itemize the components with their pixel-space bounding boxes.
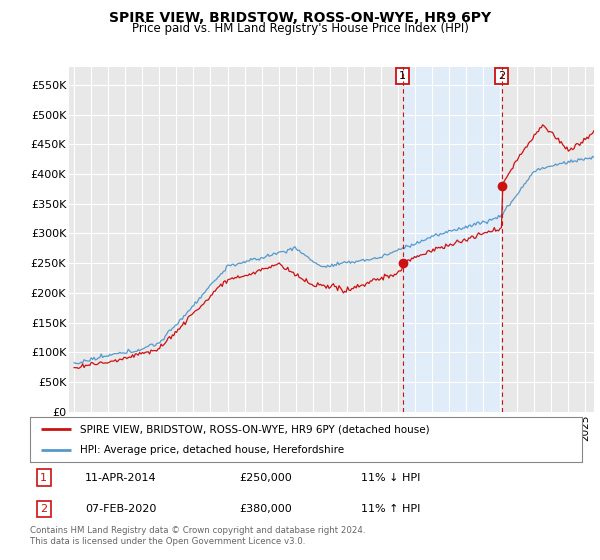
- Text: £380,000: £380,000: [240, 504, 293, 514]
- Text: 11% ↑ HPI: 11% ↑ HPI: [361, 504, 421, 514]
- Text: SPIRE VIEW, BRIDSTOW, ROSS-ON-WYE, HR9 6PY: SPIRE VIEW, BRIDSTOW, ROSS-ON-WYE, HR9 6…: [109, 11, 491, 25]
- Text: 1: 1: [399, 71, 406, 81]
- Text: 11-APR-2014: 11-APR-2014: [85, 473, 157, 483]
- Text: 2: 2: [40, 504, 47, 514]
- Text: 11% ↓ HPI: 11% ↓ HPI: [361, 473, 421, 483]
- Text: £250,000: £250,000: [240, 473, 293, 483]
- Text: Contains HM Land Registry data © Crown copyright and database right 2024.
This d: Contains HM Land Registry data © Crown c…: [30, 526, 365, 546]
- Text: HPI: Average price, detached house, Herefordshire: HPI: Average price, detached house, Here…: [80, 445, 344, 455]
- Text: 07-FEB-2020: 07-FEB-2020: [85, 504, 157, 514]
- Bar: [403, 67, 502, 412]
- Text: 2: 2: [498, 71, 505, 81]
- Text: Price paid vs. HM Land Registry's House Price Index (HPI): Price paid vs. HM Land Registry's House …: [131, 22, 469, 35]
- Text: SPIRE VIEW, BRIDSTOW, ROSS-ON-WYE, HR9 6PY (detached house): SPIRE VIEW, BRIDSTOW, ROSS-ON-WYE, HR9 6…: [80, 424, 430, 435]
- Text: 1: 1: [40, 473, 47, 483]
